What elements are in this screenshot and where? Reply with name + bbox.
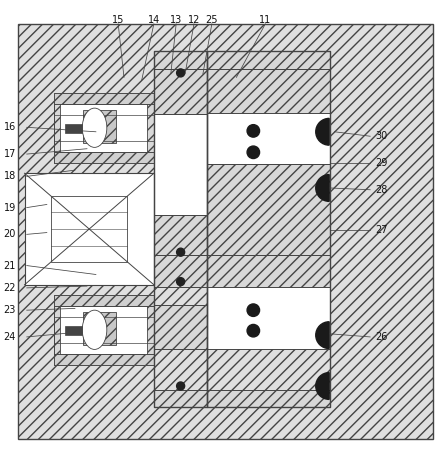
Bar [60, 305, 147, 354]
Bar [207, 51, 330, 69]
Wedge shape [316, 118, 329, 145]
Wedge shape [316, 322, 329, 349]
Text: 30: 30 [375, 131, 388, 141]
Circle shape [177, 278, 185, 286]
Circle shape [177, 382, 185, 390]
Text: 29: 29 [375, 158, 388, 168]
Bar [25, 173, 154, 285]
Text: 16: 16 [4, 122, 16, 132]
Text: 22: 22 [4, 283, 16, 293]
Ellipse shape [82, 310, 107, 349]
Text: 26: 26 [375, 332, 388, 342]
Circle shape [177, 248, 185, 256]
Text: 15: 15 [112, 15, 124, 25]
Bar [207, 69, 330, 113]
Bar [207, 255, 330, 349]
Bar [154, 51, 207, 69]
Bar [51, 196, 127, 262]
Bar [65, 326, 82, 335]
Text: 23: 23 [4, 305, 16, 315]
Bar [83, 110, 116, 143]
Wedge shape [316, 174, 329, 202]
Bar [54, 294, 154, 365]
Text: 25: 25 [206, 15, 218, 25]
Bar [65, 124, 82, 133]
Bar [207, 51, 330, 408]
Bar [207, 255, 330, 287]
Wedge shape [316, 373, 329, 399]
Bar [54, 354, 154, 365]
Text: 27: 27 [375, 225, 388, 235]
Bar [83, 312, 116, 345]
Text: 12: 12 [188, 15, 200, 25]
Bar [54, 294, 154, 305]
Bar [60, 104, 147, 152]
Bar [207, 69, 330, 164]
Bar [207, 390, 330, 408]
Circle shape [177, 69, 185, 77]
Text: 18: 18 [4, 171, 16, 181]
Bar [154, 255, 207, 287]
Text: 11: 11 [259, 15, 272, 25]
Bar [207, 164, 330, 255]
Circle shape [247, 125, 260, 137]
Bar [154, 305, 207, 349]
Circle shape [247, 146, 260, 158]
Ellipse shape [82, 108, 107, 147]
Text: 24: 24 [4, 332, 16, 342]
Text: 13: 13 [170, 15, 182, 25]
Text: 14: 14 [148, 15, 160, 25]
Bar [54, 152, 154, 163]
Text: 20: 20 [4, 229, 16, 240]
Bar [154, 114, 207, 215]
Bar [154, 215, 207, 255]
Bar [154, 69, 207, 114]
Bar [54, 93, 154, 163]
Bar [154, 390, 207, 408]
Text: 21: 21 [4, 261, 16, 271]
Bar [54, 93, 154, 104]
Text: 19: 19 [4, 202, 16, 213]
Text: 17: 17 [4, 149, 16, 159]
Text: 28: 28 [375, 185, 388, 195]
Circle shape [247, 324, 260, 337]
Bar [154, 51, 207, 408]
Circle shape [247, 304, 260, 316]
